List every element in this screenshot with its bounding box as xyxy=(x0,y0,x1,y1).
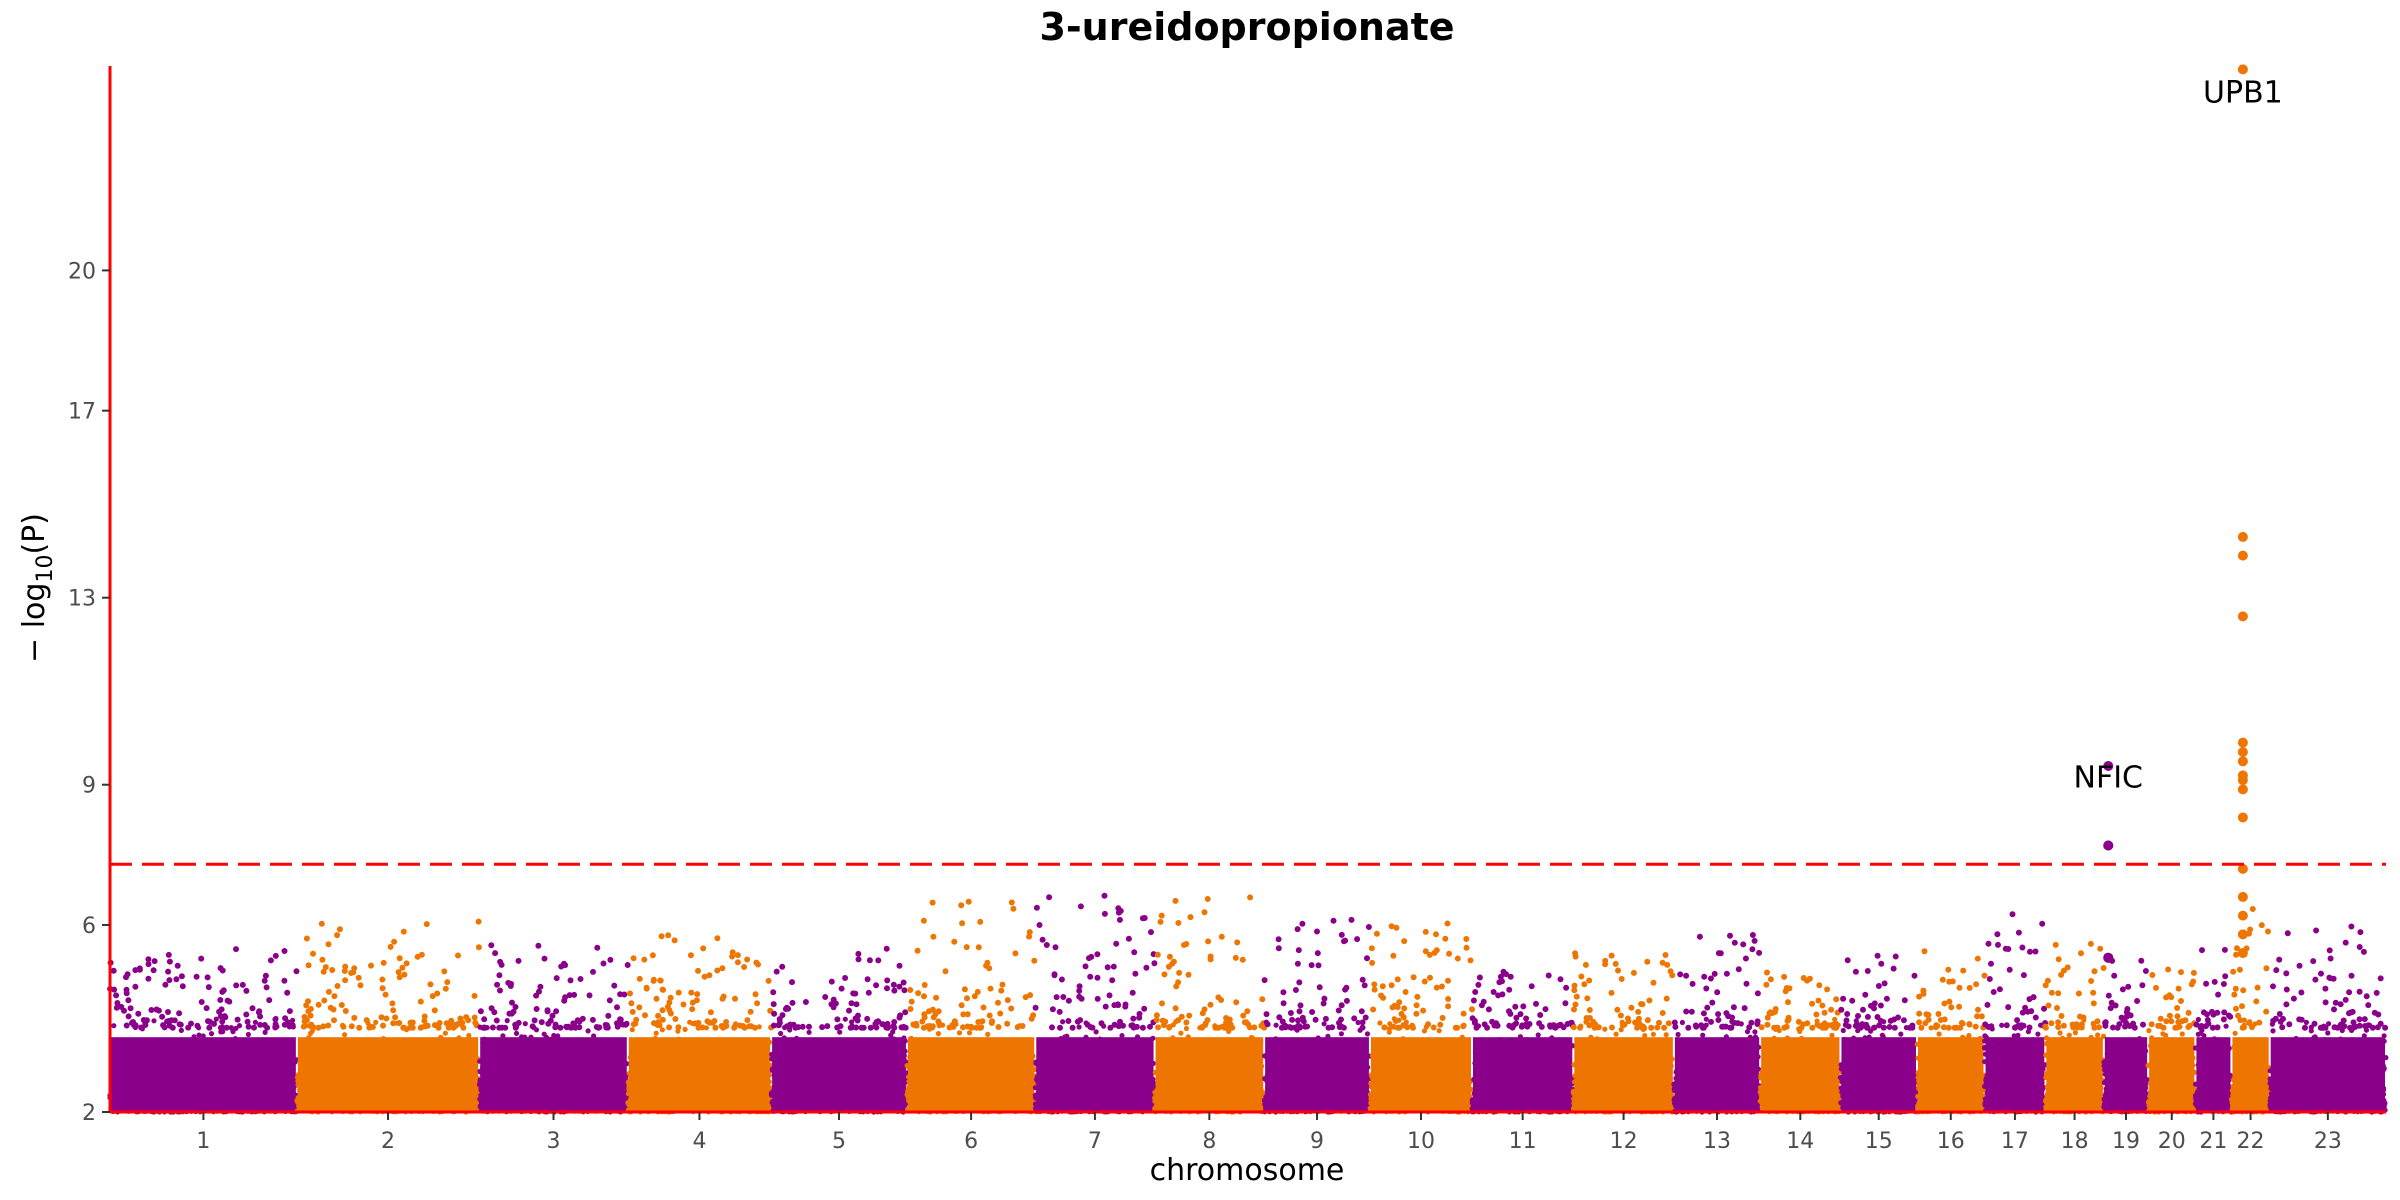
axes xyxy=(108,66,2386,1114)
hit-point-chr22-12 xyxy=(2237,891,2248,902)
y-tick-label: 17 xyxy=(68,400,96,425)
x-tick-label-chr10: 10 xyxy=(1407,1129,1435,1154)
x-tick-label-chr21: 21 xyxy=(2199,1129,2227,1154)
x-tick-label-chr4: 4 xyxy=(692,1129,706,1154)
chromosome-17-points xyxy=(1981,911,2049,1115)
x-tick-label-chr8: 8 xyxy=(1202,1129,1216,1154)
chromosome-14-points xyxy=(1757,969,1843,1115)
chromosome-15-points xyxy=(1837,952,1920,1115)
hit-point-chr22-5 xyxy=(2237,746,2248,757)
x-tick-label-chr12: 12 xyxy=(1610,1129,1638,1154)
chromosome-11-points xyxy=(1469,968,1576,1115)
chromosome-10-points xyxy=(1367,920,1475,1115)
data-points xyxy=(107,64,2389,1115)
chart-title: 3-ureidopropionate xyxy=(1039,5,1454,49)
y-tick-label: 20 xyxy=(68,259,96,284)
annotation-upb1: UPB1 xyxy=(2203,76,2283,111)
chromosome-21-points xyxy=(2192,946,2234,1115)
hit-point-chr22-14 xyxy=(2237,929,2248,940)
hit-point-chr22-4 xyxy=(2237,737,2248,748)
x-tick-label-chr11: 11 xyxy=(1509,1129,1537,1154)
hit-point-chr22-0 xyxy=(2237,64,2248,75)
chromosome-6-points xyxy=(904,898,1038,1115)
chromosome-7-points xyxy=(1032,892,1158,1115)
x-tick-label-chr2: 2 xyxy=(381,1129,395,1154)
x-tick-label-chr22: 22 xyxy=(2237,1129,2265,1154)
x-tick-label-chr9: 9 xyxy=(1310,1129,1324,1154)
chromosome-8-points xyxy=(1152,894,1268,1115)
x-tick-label-chr16: 16 xyxy=(1937,1129,1965,1154)
hit-point-chr22-3 xyxy=(2237,611,2248,622)
chromosome-19-points xyxy=(2101,957,2151,1115)
chromosome-9-points xyxy=(1261,916,1373,1115)
chromosome-5-points xyxy=(768,945,910,1115)
x-tick-label-chr20: 20 xyxy=(2158,1129,2186,1154)
hit-point-chr19-2 xyxy=(2103,840,2114,851)
x-tick-label-chr6: 6 xyxy=(964,1129,978,1154)
hit-point-chr22-15 xyxy=(2237,948,2248,959)
hit-point-chr22-6 xyxy=(2237,756,2248,767)
chromosome-20-points xyxy=(2145,966,2198,1115)
x-tick-label-chr1: 1 xyxy=(196,1129,210,1154)
y-axis-label: − log10(P) xyxy=(17,513,58,663)
hit-point-chr22-2 xyxy=(2237,550,2248,561)
x-tick-label-chr19: 19 xyxy=(2112,1129,2140,1154)
hit-point-chr19-4 xyxy=(2103,952,2114,963)
hit-point-chr22-8 xyxy=(2237,775,2248,786)
chromosome-4-points xyxy=(625,932,775,1115)
x-tick-label-chr3: 3 xyxy=(546,1129,560,1154)
chromosome-16-points xyxy=(1914,948,1988,1115)
x-axis-ticks: 1 2 3 4 5 6 7 8 9 10 11 12 13 14 15 16 17 18 19 20 21 22 23 xyxy=(196,1112,2342,1154)
x-tick-label-chr15: 15 xyxy=(1865,1129,1893,1154)
hit-point-chr22-9 xyxy=(2237,784,2248,795)
hit-point-chr22-11 xyxy=(2237,863,2248,874)
x-tick-label-chr5: 5 xyxy=(832,1129,846,1154)
x-tick-label-chr18: 18 xyxy=(2061,1129,2089,1154)
chromosome-2-points xyxy=(294,918,482,1115)
hit-point-chr22-1 xyxy=(2237,531,2248,542)
annotation-nfic: NFIC xyxy=(2074,761,2144,796)
chromosome-18-points xyxy=(2042,940,2107,1115)
y-axis-ticks: 2 6 9 13 17 20 xyxy=(68,259,110,1126)
x-axis-label: chromosome xyxy=(1150,1153,1345,1188)
chromosome-13-points xyxy=(1671,932,1763,1115)
chromosome-23-points xyxy=(2267,923,2389,1115)
x-tick-label-chr7: 7 xyxy=(1088,1129,1102,1154)
hit-point-chr22-13 xyxy=(2237,910,2248,921)
x-tick-label-chr13: 13 xyxy=(1703,1129,1731,1154)
y-tick-label: 13 xyxy=(68,587,96,612)
x-tick-label-chr17: 17 xyxy=(2001,1129,2029,1154)
chromosome-1-points xyxy=(107,946,300,1115)
y-tick-label: 9 xyxy=(82,774,96,799)
gene-annotations: UPB1 NFIC xyxy=(2074,76,2283,796)
chromosome-22-points xyxy=(2229,906,2273,1115)
hit-point-chr19-0 xyxy=(2103,761,2114,772)
chromosome-3-points xyxy=(476,942,631,1115)
x-tick-label-chr14: 14 xyxy=(1786,1129,1814,1154)
hit-point-chr22-10 xyxy=(2237,812,2248,823)
y-tick-label: 6 xyxy=(82,914,96,939)
x-tick-label-chr23: 23 xyxy=(2314,1129,2342,1154)
chromosome-12-points xyxy=(1570,950,1677,1115)
y-tick-label: 2 xyxy=(82,1101,96,1126)
